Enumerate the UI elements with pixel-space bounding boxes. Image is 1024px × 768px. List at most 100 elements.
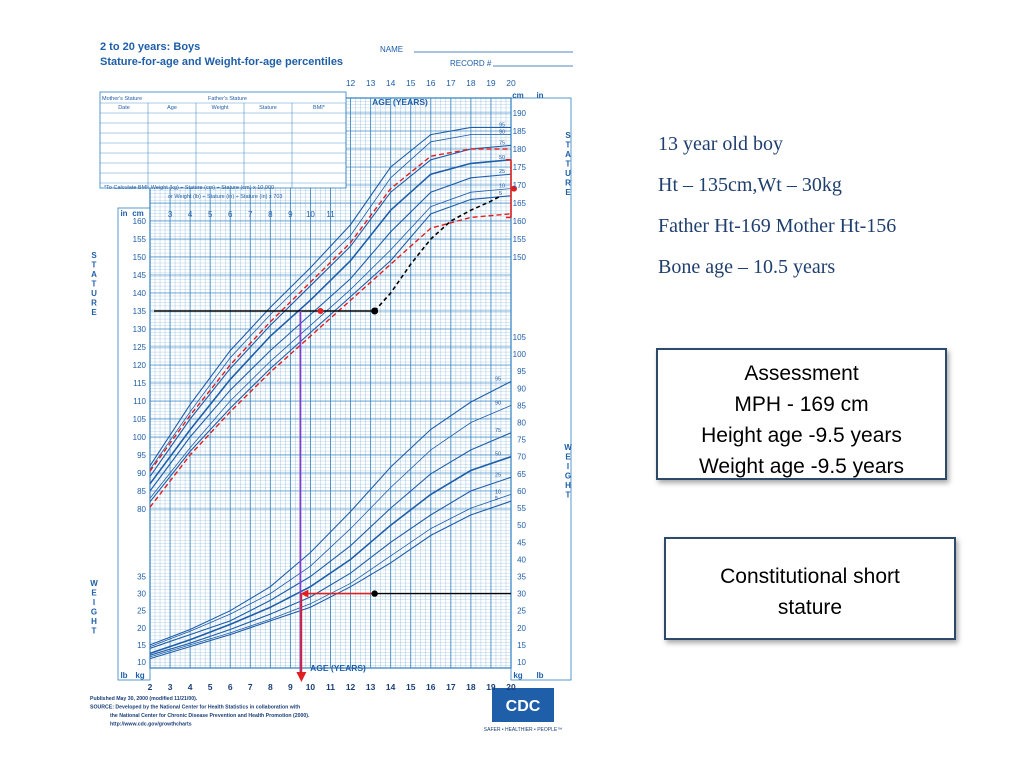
name-field-label: NAME [380,45,403,54]
projected-growth-curve [374,195,502,312]
footer-line: http://www.cdc.gov/growthcharts [110,722,192,728]
weight-percentile-label: 90 [495,400,501,406]
y-tick-stature-left: 105 [133,415,147,424]
x-tick-bottom: 11 [326,682,335,692]
y-tick-weight-right: 90 [517,384,526,393]
side-label-stature-left: S [91,251,97,260]
side-label-weight-right: E [565,453,571,462]
x-tick-bottom: 5 [208,682,213,692]
bmi-formula-2: or Weight (lb) ÷ Stature (in) ÷ Stature … [168,194,282,200]
y-tick-stature-left: 85 [137,487,146,496]
case-info: 13 year old boy Ht – 135cm,Wt – 30kg Fat… [658,128,1018,292]
unit-kg-right: kg [513,671,522,680]
x-tick-top: 19 [486,78,496,88]
stature-percentile-label: 90 [499,130,505,136]
x-tick-top: 12 [346,78,356,88]
side-label-weight-left: I [93,598,95,607]
y-tick-stature-left: 95 [137,451,146,460]
x-tick-mid: 7 [248,210,253,219]
unit-cm-left: cm [132,209,144,218]
stature-curve-10 [149,188,512,499]
footer-line: the National Center for Chronic Disease … [110,713,310,719]
y-tick-weight-left: 15 [137,641,146,650]
y-tick-weight-right: 105 [513,333,527,342]
side-label-stature-right: A [565,150,571,159]
weight-curve-95 [149,381,512,646]
record-col-header: Weight [211,105,228,111]
stature-percentile-label: 5 [499,191,502,197]
y-tick-weight-left: 20 [137,624,146,633]
x-tick-bottom: 18 [466,682,476,692]
target-band-lower [149,213,512,508]
assessment-title: Assessment [744,362,859,385]
y-tick-weight-right: 55 [517,504,526,513]
patient-stature-point [371,307,379,315]
diagnosis-box: Constitutional short stature [664,537,956,640]
x-tick-bottom: 15 [406,682,416,692]
unit-kg-left: kg [135,671,144,680]
side-label-weight-left: W [90,579,98,588]
y-tick-stature-right: 170 [513,181,527,190]
y-tick-weight-right: 70 [517,453,526,462]
patient-weight-point [371,590,378,597]
y-tick-stature-right: 160 [513,217,527,226]
unit-in-right: in [536,91,543,100]
y-tick-stature-left: 135 [133,307,147,316]
x-tick-top: 14 [386,78,396,88]
side-label-weight-left: T [92,627,97,636]
side-label-stature-right: T [566,160,571,169]
footer-line: Published May 30, 2000 (modified 11/21/0… [90,696,198,702]
weight-percentile-label: 5 [495,496,498,502]
y-tick-weight-right: 30 [517,590,526,599]
diagnosis-line-2: stature [777,596,843,619]
weight-percentile-label: 95 [495,376,501,382]
assessment-mph: MPH - 169 cm [734,393,869,416]
x-axis-label-bottom: AGE (YEARS) [310,663,366,673]
x-tick-top: 16 [426,78,436,88]
x-tick-mid: 10 [306,210,315,219]
x-tick-bottom: 7 [248,682,253,692]
y-tick-stature-left: 115 [133,379,146,388]
x-tick-top: 17 [446,78,456,88]
x-tick-bottom: 10 [306,682,316,692]
y-tick-weight-left: 30 [137,590,146,599]
case-age-sex: 13 year old boy [658,133,783,155]
x-tick-mid: 11 [326,210,335,219]
y-tick-stature-left: 100 [133,433,147,442]
y-tick-weight-right: 20 [517,624,526,633]
x-tick-bottom: 17 [446,682,456,692]
stature-percentile-label: 25 [499,169,505,175]
side-label-weight-left: H [91,617,97,626]
y-tick-weight-left: 35 [137,572,146,581]
stature-percentile-label: 95 [499,122,505,128]
left-axis-strip [117,207,151,681]
y-tick-weight-left: 25 [137,607,146,616]
side-label-stature-left: U [91,289,97,298]
case-bone-age: Bone age – 10.5 years [658,256,836,278]
y-tick-weight-right: 45 [517,538,526,547]
case-height-weight: Ht – 135cm,Wt – 30kg [658,174,842,196]
growth-chart: 2 to 20 years: Boys Stature-for-age and W… [88,38,588,740]
side-label-stature-left: T [92,261,97,270]
y-tick-stature-left: 130 [133,325,147,334]
cdc-logo-text: CDC [506,698,541,715]
side-label-weight-left: G [91,608,97,617]
side-label-stature-left: R [91,299,97,308]
y-tick-stature-left: 125 [133,343,147,352]
record-table-frame [99,91,347,189]
x-axis-label-top: AGE (YEARS) [372,97,428,107]
record-table [99,91,347,189]
record-field-label: RECORD # [450,59,492,68]
side-label-stature-left: A [91,270,97,279]
side-label-weight-right: I [567,462,569,471]
y-tick-stature-right: 175 [513,163,527,172]
x-tick-bottom: 4 [188,682,193,692]
x-tick-bottom: 16 [426,682,436,692]
side-label-weight-right: G [565,472,571,481]
y-tick-weight-right: 95 [517,367,526,376]
y-tick-stature-right: 190 [513,109,527,118]
stature-curve-90 [149,134,511,470]
bone-age-point [317,308,324,314]
y-tick-weight-right: 10 [517,658,526,667]
record-col-header: Age [167,105,177,111]
